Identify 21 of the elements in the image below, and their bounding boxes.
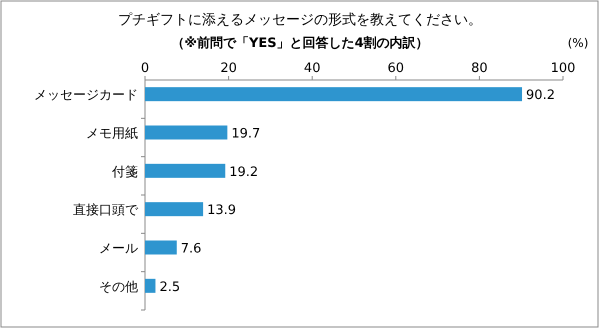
y-tick-label: 直接口頭で	[73, 203, 139, 218]
chart-subtitle: （※前問で「YES」と回答した4割の内訳）	[171, 35, 429, 51]
x-tick-label: 80	[471, 61, 488, 76]
x-tick-label: 100	[550, 61, 576, 76]
data-label: 2.5	[159, 280, 180, 295]
data-label: 7.6	[180, 242, 202, 256]
x-tick-label: 60	[388, 61, 404, 76]
data-label: 90.2	[526, 88, 555, 104]
x-tick-label: 20	[220, 61, 237, 76]
x-axis-title: (%)	[568, 36, 588, 50]
y-tick-label: 付箋	[111, 164, 138, 180]
y-tick-label: その他	[99, 280, 138, 295]
y-tick-label: メッセージカード	[34, 88, 138, 104]
data-label: 19.7	[231, 126, 260, 142]
x-tick-label: 40	[304, 61, 320, 76]
y-tick-label: メモ用紙	[86, 126, 138, 142]
data-label: 13.9	[207, 203, 236, 218]
y-tick-label: メール	[99, 242, 138, 256]
x-tick-label: 0	[140, 61, 150, 76]
data-label: 19.2	[229, 164, 258, 180]
chart-title: プチギフトに添えるメッセージの形式を教えてください。	[118, 12, 482, 28]
